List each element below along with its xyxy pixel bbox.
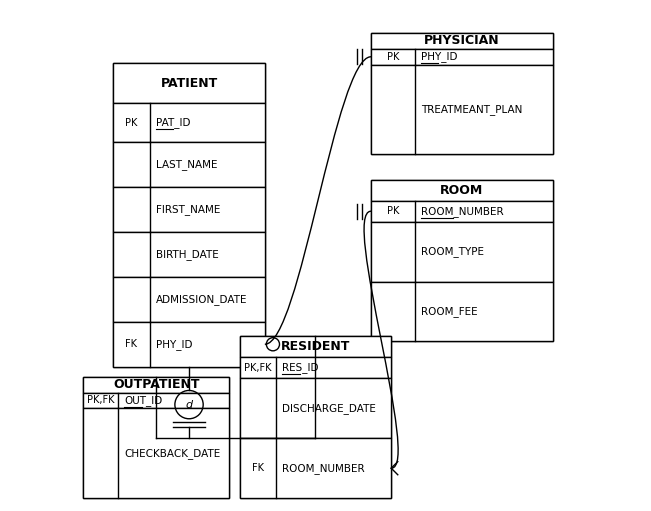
Text: DISCHARGE_DATE: DISCHARGE_DATE [282, 403, 376, 414]
Text: ADMISSION_DATE: ADMISSION_DATE [156, 294, 247, 305]
Text: FK: FK [126, 339, 137, 349]
Text: RES_ID: RES_ID [282, 362, 318, 374]
Text: FIRST_NAME: FIRST_NAME [156, 204, 220, 215]
Text: ROOM_TYPE: ROOM_TYPE [421, 246, 484, 257]
Text: PK: PK [387, 52, 399, 62]
Bar [371, 65, 553, 154]
Bar [113, 63, 265, 367]
Bar [113, 187, 265, 232]
Text: FK: FK [252, 463, 264, 473]
Text: TREATMEANT_PLAN: TREATMEANT_PLAN [421, 104, 522, 115]
Text: LAST_NAME: LAST_NAME [156, 159, 217, 170]
Bar [113, 277, 265, 322]
Text: ROOM_NUMBER: ROOM_NUMBER [421, 206, 503, 217]
Text: d: d [186, 400, 193, 410]
Text: BIRTH_DATE: BIRTH_DATE [156, 249, 219, 260]
Text: RESIDENT: RESIDENT [281, 340, 350, 354]
Bar [83, 408, 229, 498]
Bar [240, 438, 391, 498]
Text: PHY_ID: PHY_ID [421, 51, 457, 62]
Text: OUTPATIENT: OUTPATIENT [113, 378, 199, 391]
Text: PK: PK [387, 206, 399, 216]
Text: PK,FK: PK,FK [244, 363, 271, 373]
Bar [83, 392, 229, 408]
Bar [371, 180, 553, 341]
Text: PATIENT: PATIENT [160, 77, 217, 89]
Bar [371, 49, 553, 65]
Bar [240, 336, 391, 357]
Text: ROOM_NUMBER: ROOM_NUMBER [282, 463, 365, 474]
Bar [371, 33, 553, 154]
Text: PK: PK [125, 118, 137, 128]
Text: ROOM_FEE: ROOM_FEE [421, 306, 477, 317]
Bar [371, 282, 553, 341]
Bar [240, 357, 391, 379]
Bar [113, 322, 265, 367]
Bar [371, 33, 553, 49]
Bar [371, 180, 553, 201]
Text: PHYSICIAN: PHYSICIAN [424, 34, 500, 48]
Text: ROOM: ROOM [440, 183, 484, 197]
Bar [83, 377, 229, 498]
Text: PK,FK: PK,FK [87, 396, 114, 405]
Bar [113, 103, 265, 142]
Text: CHECKBACK_DATE: CHECKBACK_DATE [124, 448, 221, 459]
Bar [240, 336, 391, 498]
Text: PAT_ID: PAT_ID [156, 117, 190, 128]
Bar [113, 63, 265, 103]
Text: OUT_ID: OUT_ID [124, 395, 162, 406]
Bar [83, 377, 229, 392]
Text: PHY_ID: PHY_ID [156, 339, 192, 350]
Bar [113, 232, 265, 277]
Bar [371, 222, 553, 282]
Bar [240, 379, 391, 438]
Bar [371, 201, 553, 222]
Bar [113, 142, 265, 187]
